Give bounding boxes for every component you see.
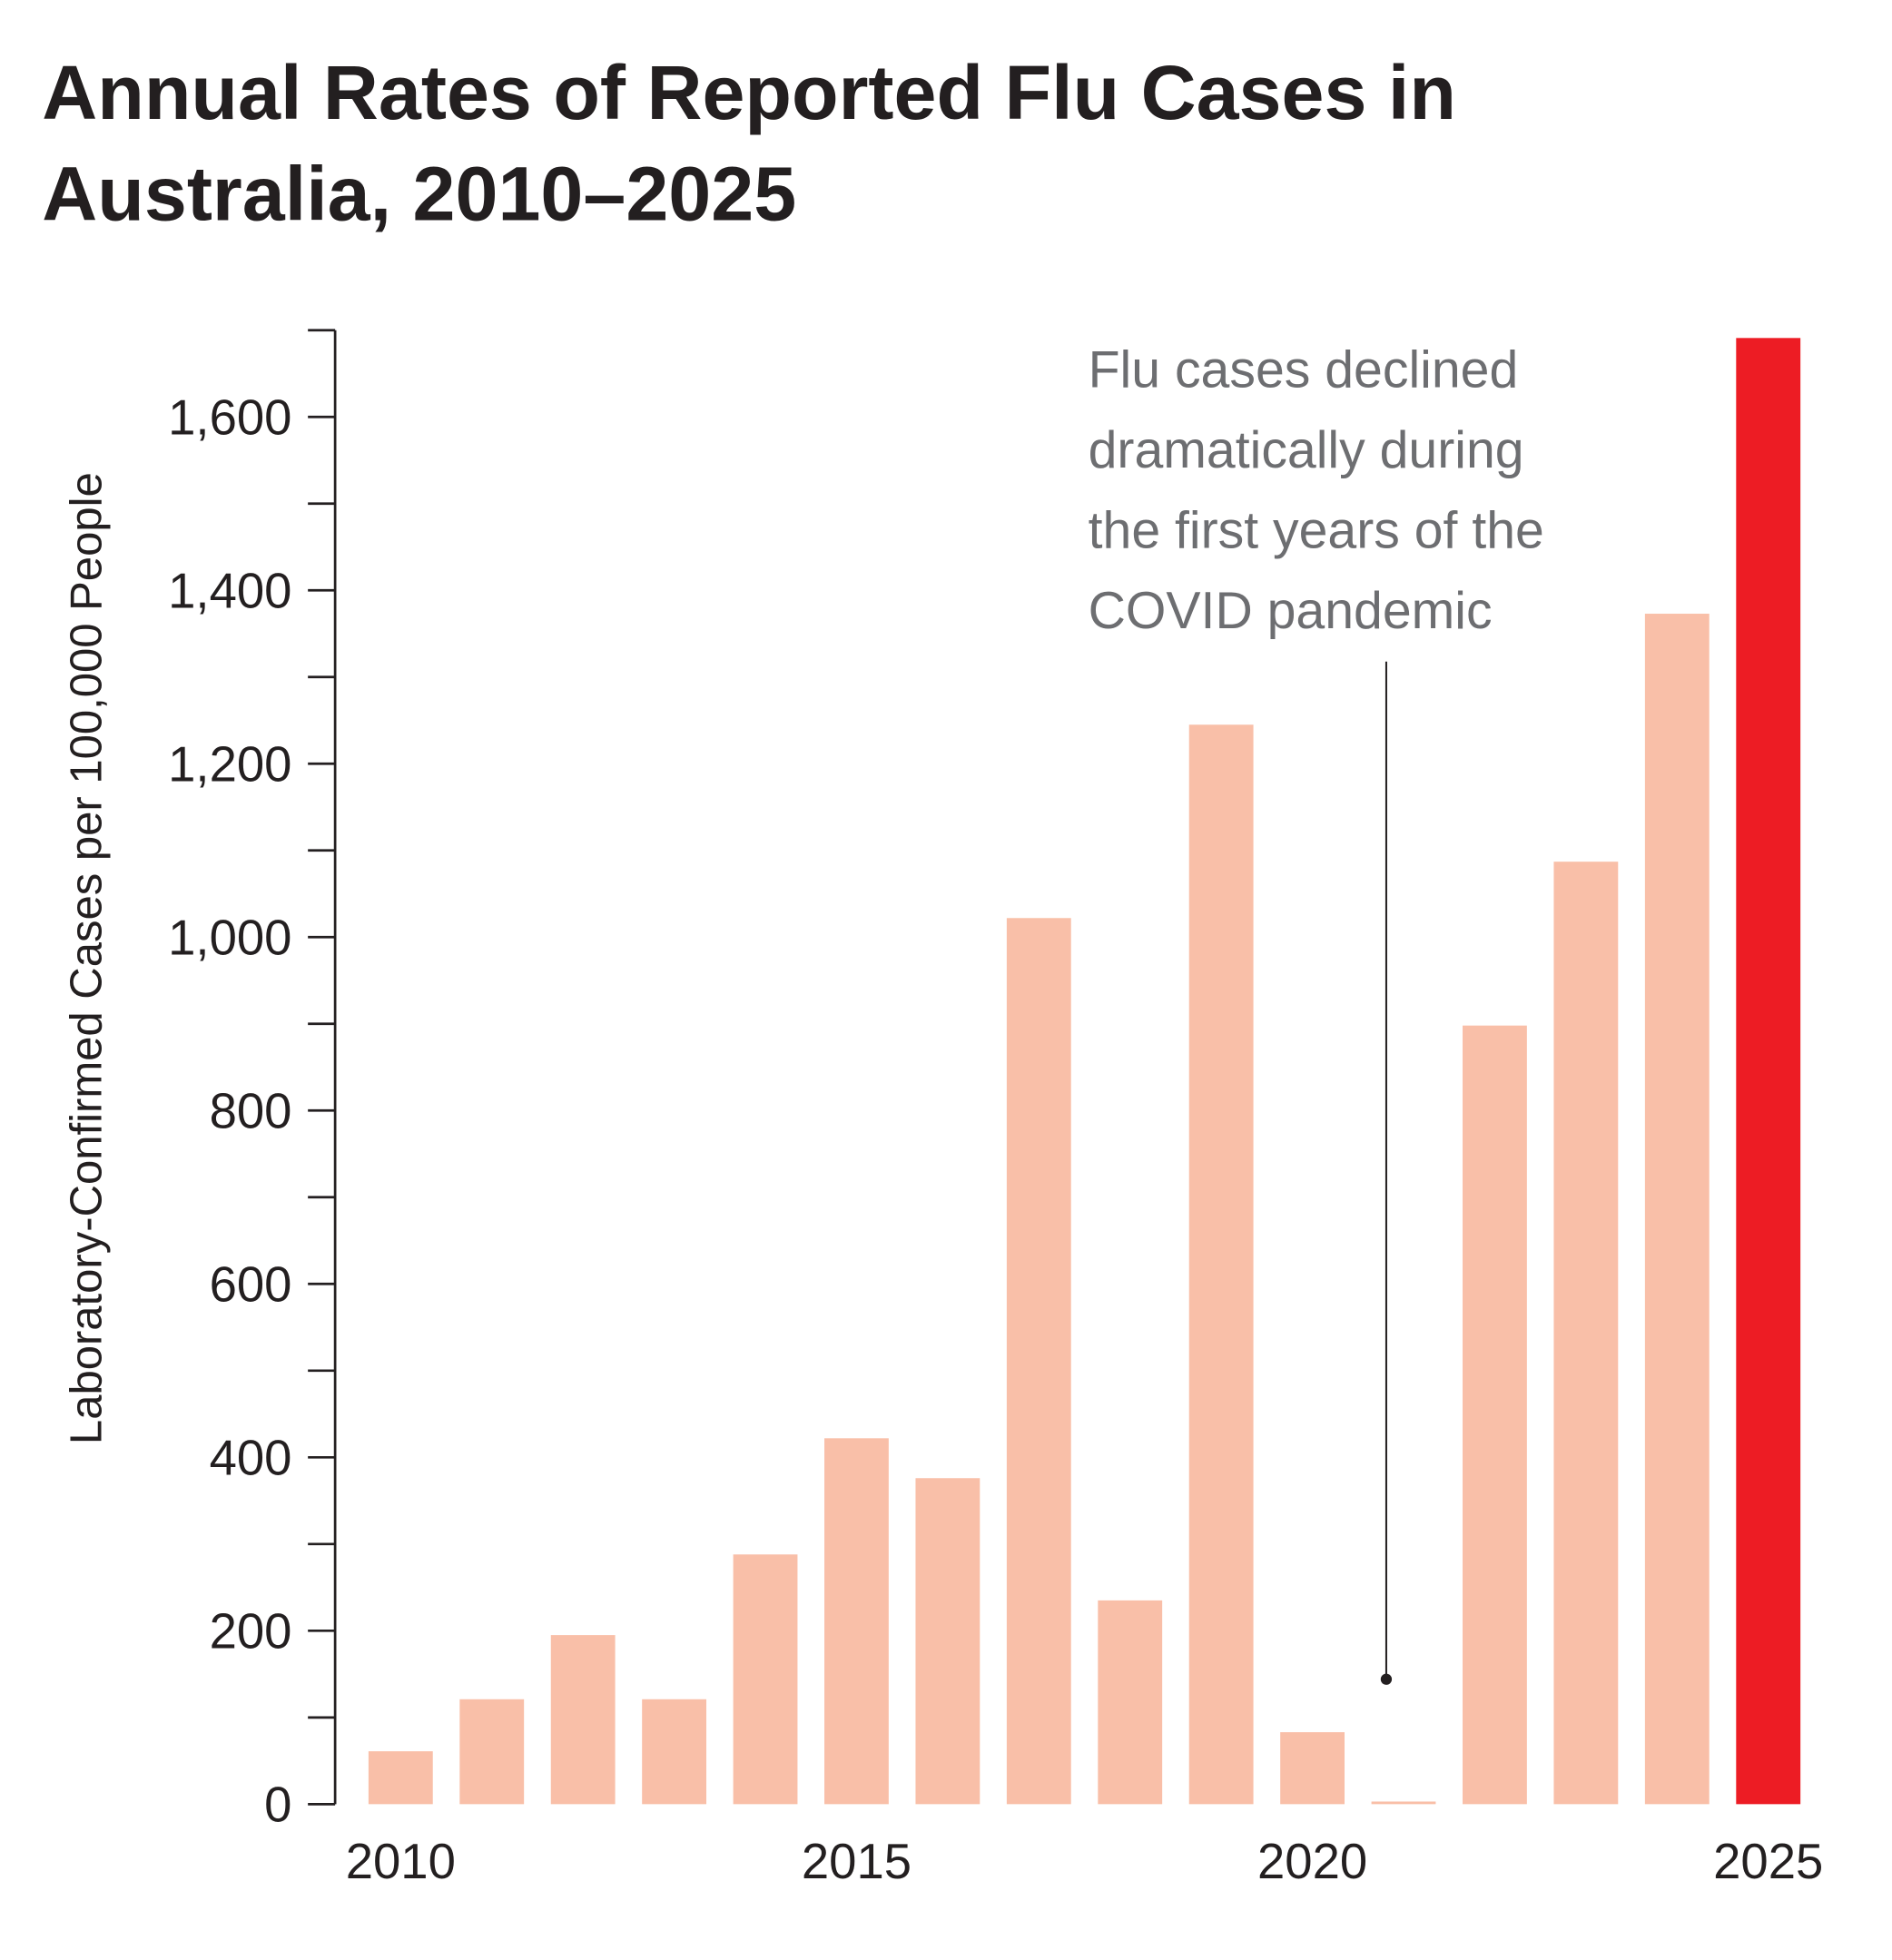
x-tick-label: 2025 xyxy=(1713,1834,1823,1889)
annotation-dot xyxy=(1380,1673,1393,1685)
bar-2019 xyxy=(1188,724,1254,1805)
bar-2014 xyxy=(733,1554,798,1805)
bar-2024 xyxy=(1644,614,1710,1805)
y-axis-label: Laboratory-Confirmed Cases per 100,000 P… xyxy=(63,472,112,1444)
x-tick-label: 2010 xyxy=(346,1834,456,1889)
x-tick-label: 2020 xyxy=(1257,1834,1367,1889)
bar-2012 xyxy=(550,1635,616,1805)
annotation: Flu cases declined dramatically during t… xyxy=(1089,340,1544,1685)
chart-title-line-2: Australia, 2010–2025 xyxy=(42,151,796,236)
y-tick-label: 800 xyxy=(210,1083,292,1138)
bar-2010 xyxy=(368,1751,433,1805)
x-tick-label: 2015 xyxy=(802,1834,912,1889)
bar-2011 xyxy=(459,1699,525,1805)
bar-2023 xyxy=(1553,862,1619,1805)
y-tick-label: 1,400 xyxy=(168,563,291,618)
y-tick-label: 400 xyxy=(210,1430,292,1485)
annotation-line-1: Flu cases declined xyxy=(1089,340,1519,399)
bar-2020 xyxy=(1280,1732,1345,1805)
annotation-line-3: the first years of the xyxy=(1089,501,1544,559)
bar-2015 xyxy=(824,1438,889,1805)
y-tick-label: 600 xyxy=(210,1256,292,1312)
y-tick-label: 1,000 xyxy=(168,910,291,965)
bar-2017 xyxy=(1006,918,1071,1805)
y-tick-label: 200 xyxy=(210,1603,292,1659)
annotation-line-4: COVID pandemic xyxy=(1089,582,1493,640)
y-tick-label: 1,200 xyxy=(168,736,291,792)
bar-2018 xyxy=(1098,1600,1163,1805)
bar-2013 xyxy=(642,1699,707,1805)
y-tick-label: 0 xyxy=(264,1777,291,1832)
bar-2016 xyxy=(915,1478,980,1805)
y-tick-label: 1,600 xyxy=(168,389,291,445)
bar-2022 xyxy=(1463,1025,1527,1805)
chart-title-line-1: Annual Rates of Reported Flu Cases in xyxy=(42,50,1456,135)
bar-2025 xyxy=(1736,338,1801,1805)
bar-2021 xyxy=(1371,1801,1436,1805)
annotation-line-2: dramatically during xyxy=(1089,421,1524,479)
